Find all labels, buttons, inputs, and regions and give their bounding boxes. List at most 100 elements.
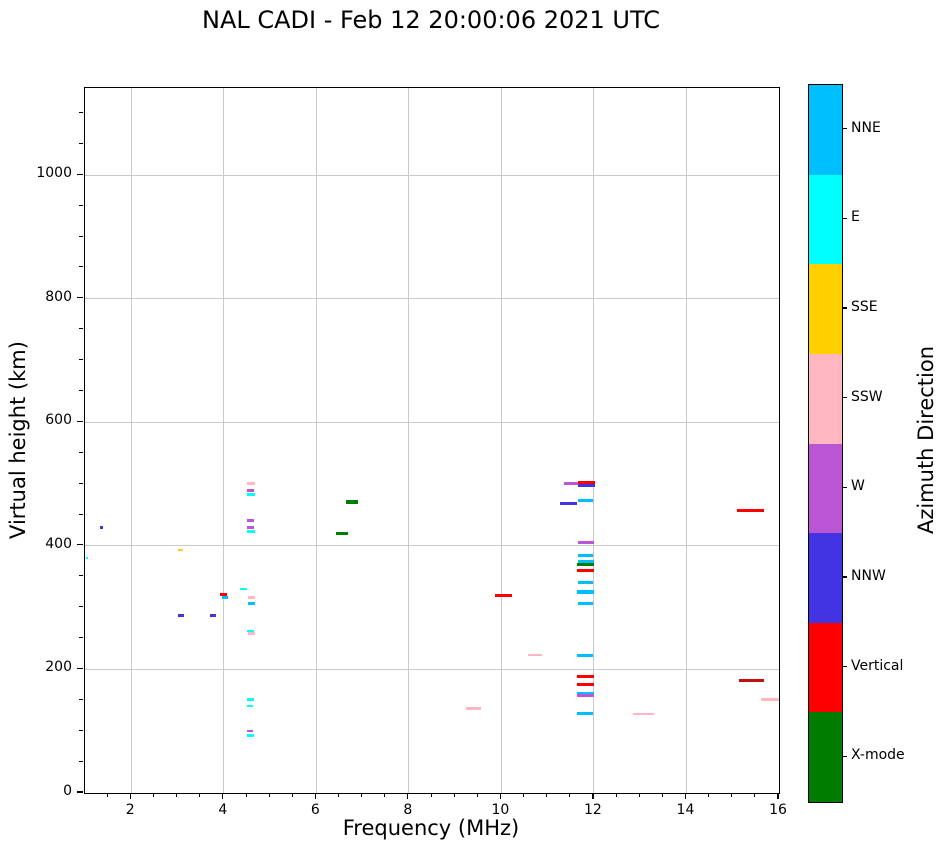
y-tick-label-200: 200 [45,659,72,676]
x-minor-tick-13 [638,793,640,797]
data-point-w-9 [246,488,255,492]
data-point-nnw-4 [210,613,217,617]
y-minor-tick-1050 [79,142,83,144]
data-point-w-32 [577,540,594,544]
data-point-e-10 [246,493,255,497]
y-tick-label-600: 600 [45,412,72,429]
x-minor-tick-4.5 [245,793,247,797]
data-point-nne-34 [577,559,594,563]
colorbar-label-nne: NNE [851,119,881,136]
data-point-nnw-30 [560,501,578,505]
colorbar-label-x-mode: X-mode [851,747,905,764]
y-minor-tick-250 [79,637,83,638]
data-point-ssw-8 [246,481,255,485]
x-tick-label-6: 6 [310,802,320,818]
x-tick-4 [222,793,224,800]
y-minor-tick-100 [79,729,83,731]
x-minor-tick-11.5 [569,793,571,797]
y-tick-600 [76,420,83,422]
x-minor-tick-13.5 [661,793,663,797]
data-point-vertical-42 [577,682,595,686]
colorbar-label-ssw: SSW [851,388,883,405]
colorbar-label-e: E [851,209,860,226]
x-minor-tick-10.5 [523,793,524,797]
data-point-nne-38 [577,589,595,595]
data-point-ssw-14 [247,596,256,600]
colorbar [808,84,843,803]
data-point-nne-37 [577,581,594,585]
x-tick-label-14: 14 [676,802,695,818]
colorbar-label-w: W [851,478,865,495]
x-minor-tick-7.5 [384,793,386,797]
data-point-e-1 [85,556,88,559]
colorbar-segment-nnw [809,533,842,623]
data-point-nne-6 [222,596,228,600]
data-point-nnw-0 [100,526,104,529]
gridline-x-2 [130,88,132,793]
x-minor-tick-3 [176,793,177,797]
y-minor-tick-500 [79,482,83,484]
data-point-sse-2 [178,549,184,552]
y-axis-label: Virtual height (km) [6,341,31,539]
colorbar-label-vertical: Vertical [851,657,904,674]
data-point-nne-39 [577,602,594,606]
x-minor-tick-9.5 [476,793,478,797]
x-axis-label: Frequency (MHz) [342,816,520,840]
y-minor-tick-650 [79,389,83,391]
colorbar-tick-nnw [842,576,848,578]
colorbar-segment-sse [809,264,842,354]
data-point-nnw-29 [577,484,595,488]
x-tick-label-16: 16 [769,802,787,818]
x-minor-tick-15 [731,793,733,797]
colorbar-tick-x-mode [842,755,848,757]
data-point-nne-40 [577,653,593,657]
data-point-vertical-36 [577,569,595,573]
y-tick-1000 [76,173,83,175]
colorbar-tick-e [842,217,848,220]
x-tick-8 [407,793,409,800]
y-tick-200 [76,667,83,669]
gridline-x-12 [593,88,595,793]
y-minor-tick-700 [79,359,83,360]
data-point-w-44 [577,694,595,698]
gridline-x-4 [223,88,225,793]
colorbar-segment-vertical [809,622,842,713]
y-minor-tick-1100 [79,111,83,113]
y-minor-tick-50 [79,760,83,762]
data-point-vertical-28 [577,481,595,485]
x-tick-6 [314,793,316,800]
colorbar-label-nnw: NNW [851,567,886,584]
data-point-ssw-25 [465,707,481,710]
x-minor-tick-6.5 [338,793,339,797]
x-tick-label-8: 8 [403,802,413,818]
x-minor-tick-9 [453,793,455,797]
x-minor-tick-8.5 [430,793,432,797]
x-minor-tick-12.5 [615,793,617,797]
gridline-y-1000 [85,174,779,176]
y-minor-tick-450 [79,513,83,515]
x-minor-tick-5.5 [291,793,293,797]
data-point-vertical-41 [577,674,595,678]
colorbar-title: Azimuth Direction [914,345,939,535]
data-point-e-13 [246,530,255,534]
colorbar-tick-ssw [842,397,848,399]
y-tick-0 [76,791,83,793]
x-minor-tick-15.5 [754,793,756,797]
data-point-e-21 [246,734,255,738]
data-point-nne-15 [247,601,256,605]
colorbar-tick-w [842,486,848,488]
x-minor-tick-5 [268,793,270,797]
data-point-w-12 [246,526,255,530]
gridline-y-800 [85,298,779,300]
data-point-w-20 [246,730,253,733]
y-tick-label-400: 400 [45,535,72,552]
y-tick-800 [76,297,83,299]
data-point-nne-43 [577,692,595,696]
x-tick-12 [592,793,594,800]
x-minor-tick-11 [546,793,548,797]
x-minor-tick-2.5 [153,793,154,797]
data-point-nne-45 [577,712,593,716]
colorbar-label-sse: SSE [851,299,878,316]
data-point-ssw-46 [633,712,654,715]
